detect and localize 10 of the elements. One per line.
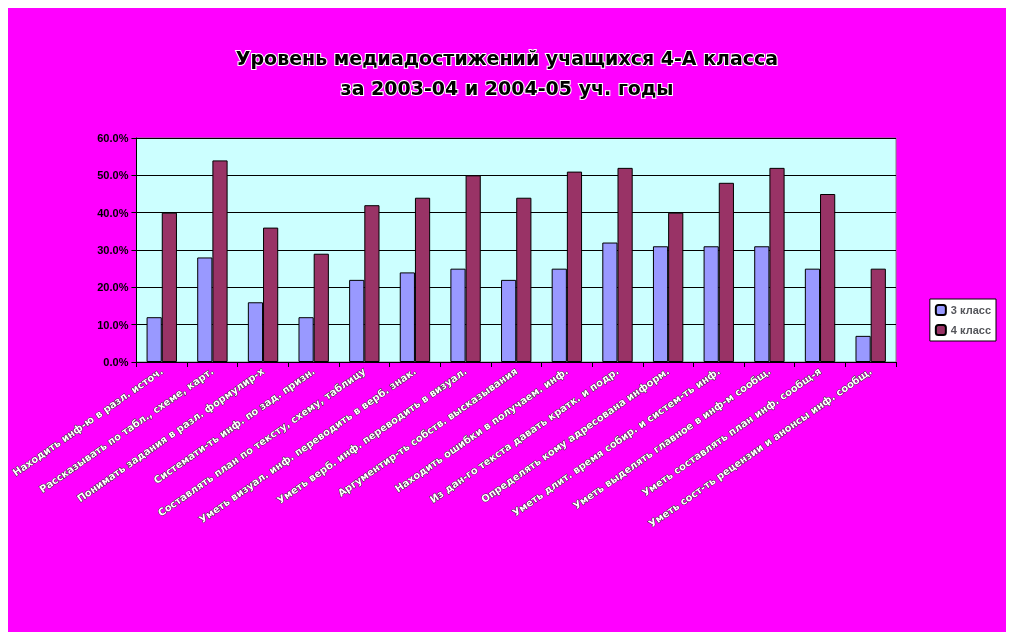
chart-title: Уровень медиадостижений учащихся 4-А класса за 2003-04 и 2004-05 уч. годы bbox=[235, 47, 779, 99]
y-tick-label: 30.0% bbox=[97, 244, 129, 256]
legend-label: 3 класс bbox=[950, 304, 991, 316]
legend-label: 4 класс bbox=[950, 324, 991, 336]
y-tick-label: 50.0% bbox=[97, 169, 129, 182]
y-tick-label: 0.0% bbox=[103, 356, 129, 368]
y-tick-label: 40.0% bbox=[97, 206, 129, 219]
y-tick-label: 20.0% bbox=[97, 281, 129, 294]
y-tick-label: 60.0% bbox=[97, 132, 129, 144]
y-tick-label: 10.0% bbox=[97, 318, 129, 331]
